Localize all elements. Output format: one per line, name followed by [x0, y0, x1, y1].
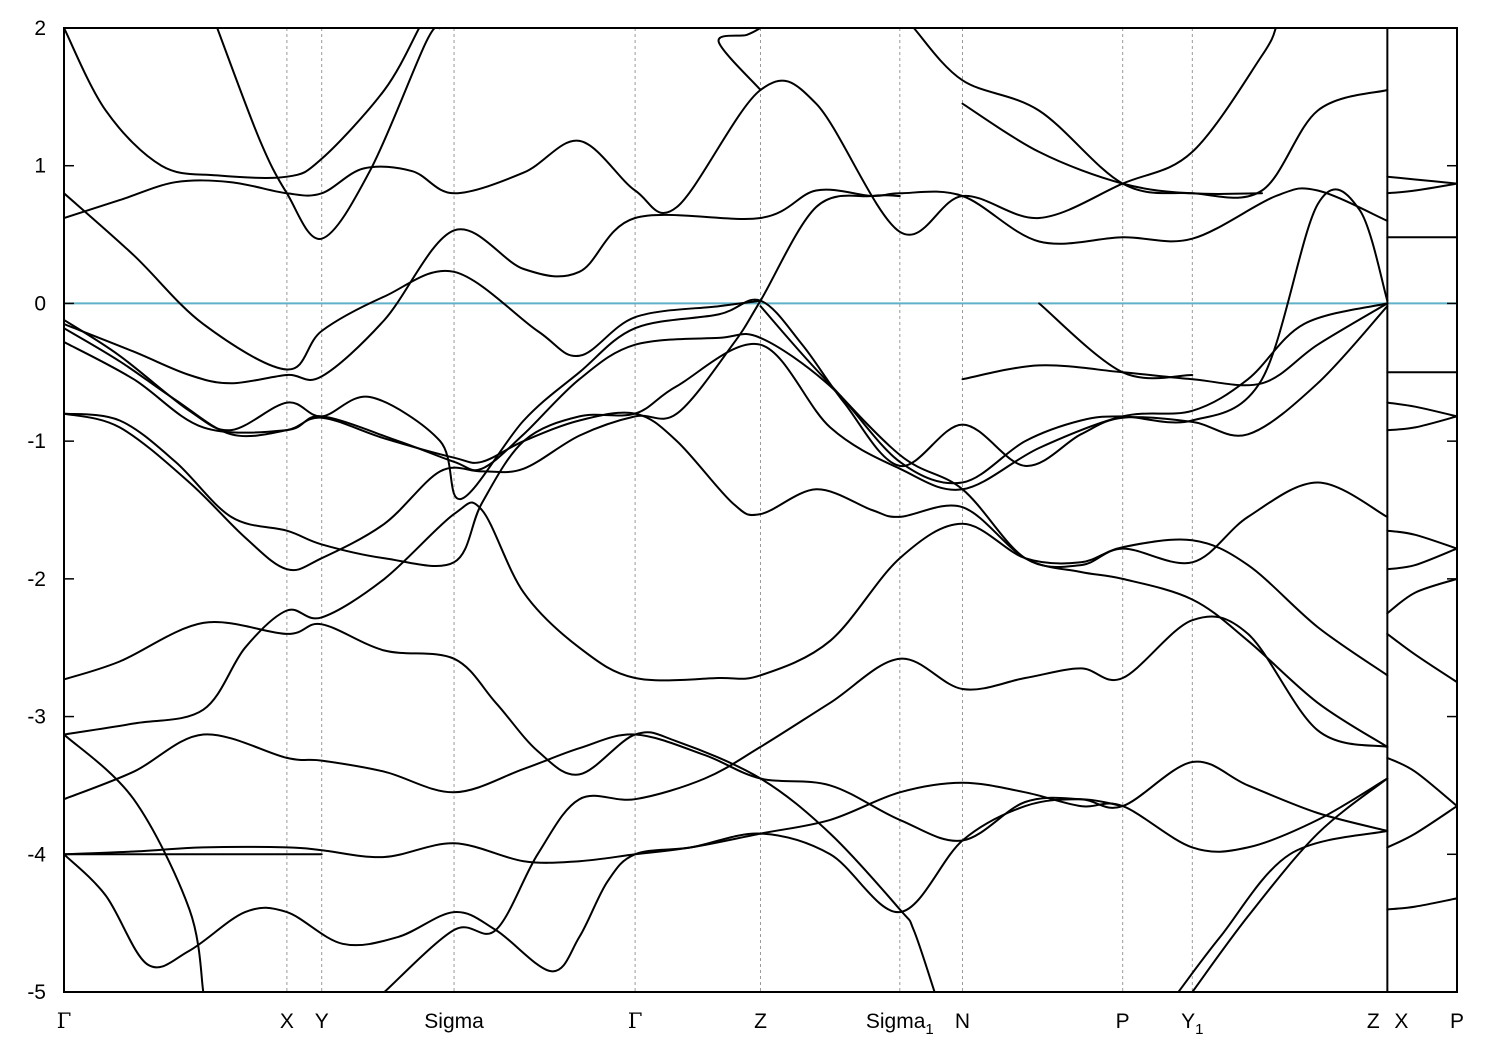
y-tick-label: -4 — [27, 843, 46, 866]
band-line — [1386, 175, 1457, 185]
x-tick-label-text: Γ — [628, 1009, 643, 1033]
x-tick-label: X — [280, 1010, 294, 1033]
x-tick-label: Sigma — [424, 1010, 484, 1033]
x-tick-label-text: X — [280, 1010, 294, 1033]
high-symmetry-lines — [286, 28, 1193, 992]
y-tick-label: 0 — [34, 292, 46, 315]
x-tick-label-text: P — [1116, 1010, 1130, 1033]
y-tick-label: -1 — [27, 430, 46, 453]
band-line — [383, 615, 1389, 992]
x-tick-label: Γ — [628, 1009, 643, 1033]
band-line — [1038, 302, 1194, 380]
band-line — [64, 621, 936, 992]
band-curves — [64, 28, 1457, 992]
band-line — [1386, 897, 1457, 911]
band-line — [1386, 401, 1457, 418]
band-line — [64, 733, 205, 992]
y-tick-label: 2 — [34, 17, 46, 40]
band-line — [64, 777, 1389, 864]
band-line — [1386, 547, 1457, 571]
x-tick-label: P — [1116, 1010, 1130, 1033]
x-tick-label: N — [955, 1010, 970, 1033]
x-tick-label-text: Z — [754, 1010, 767, 1033]
x-tick-label-text: X — [1394, 1010, 1408, 1033]
x-tick-label-text: Sigma — [866, 1010, 926, 1033]
x-tick-label-text: P — [1450, 1010, 1464, 1033]
band-line — [1386, 182, 1457, 195]
x-tick-label: Y — [315, 1010, 329, 1033]
band-line — [64, 188, 1389, 485]
y-tick-label: -5 — [27, 981, 46, 1004]
x-tick-label: Y1 — [1181, 1010, 1203, 1038]
band-line — [1386, 577, 1457, 615]
x-tick-label: X — [1394, 1010, 1408, 1033]
x-tick-label-text: Sigma — [424, 1010, 484, 1033]
band-line — [1386, 756, 1457, 808]
band-line — [64, 187, 1389, 385]
y-tick-label: 1 — [34, 155, 46, 178]
band-line — [64, 798, 1124, 973]
y-tick-label: -3 — [27, 706, 46, 729]
plot-frame — [63, 27, 1458, 993]
x-tick-label: Sigma1 — [866, 1010, 934, 1038]
x-tick-label: Z — [754, 1010, 767, 1033]
band-line — [64, 194, 901, 572]
x-tick-label-text: Y — [1181, 1010, 1195, 1033]
band-line — [64, 28, 421, 180]
band-line — [1386, 415, 1457, 432]
band-line — [759, 305, 1389, 568]
band-line — [64, 327, 1389, 748]
x-tick-label-text: Z — [1367, 1010, 1380, 1033]
band-line — [216, 28, 442, 240]
x-tick-label-text: N — [955, 1010, 970, 1033]
band-line — [912, 28, 1263, 196]
band-line — [961, 302, 1389, 387]
x-tick-label-text: Γ — [57, 1009, 72, 1033]
x-tick-label: Z — [1367, 1010, 1380, 1033]
x-tick-label-subscript: 1 — [925, 1021, 933, 1038]
band-line — [1386, 529, 1457, 550]
band-line — [64, 733, 1389, 842]
x-tick-label-subscript: 1 — [1195, 1021, 1203, 1038]
band-line — [1177, 829, 1389, 992]
band-line — [64, 501, 1389, 736]
x-axis-tick-labels: Γ X Y Sigma Γ Z Sigma1 N P Y1 Z X P — [57, 1009, 1464, 1038]
x-tick-label: Γ — [57, 1009, 72, 1033]
band-line — [1386, 632, 1457, 684]
band-line — [64, 302, 1389, 567]
y-axis-tick-labels: 2 1 0 -1 -2 -3 -4 -5 — [27, 17, 46, 1004]
y-tick-marks — [64, 27, 1457, 993]
band-line — [1191, 777, 1389, 992]
y-tick-label: -2 — [27, 568, 46, 591]
band-line — [717, 28, 762, 91]
band-line — [1386, 805, 1457, 849]
x-tick-label-text: Y — [315, 1010, 329, 1033]
x-tick-label: P — [1450, 1010, 1464, 1033]
